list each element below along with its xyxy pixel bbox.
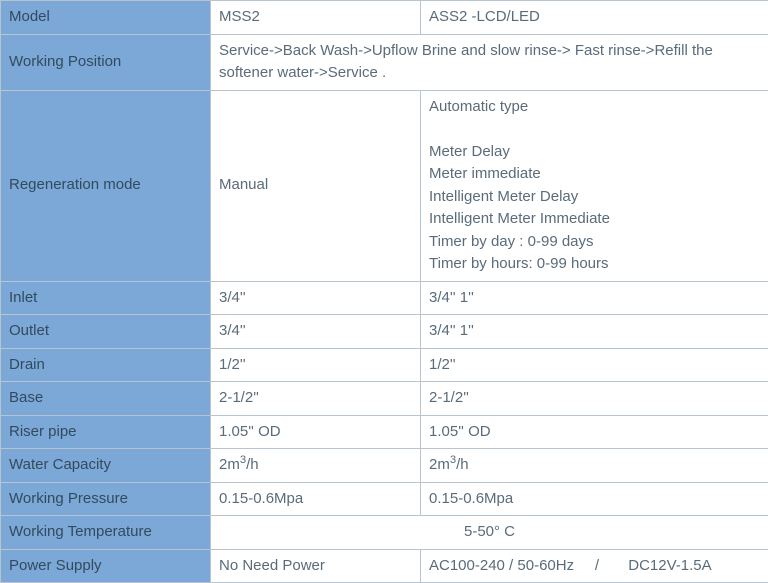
row-label: Base	[1, 382, 211, 416]
cell-temperature: 5-50° C	[211, 516, 768, 550]
cell-model-b: ASS2 -LCD/LED	[421, 1, 768, 35]
table-row: Working Temperature 5-50° C	[1, 516, 768, 550]
cell-working-position: Service->Back Wash->Upflow Brine and slo…	[211, 34, 768, 90]
table-row: Base 2-1/2'' 2-1/2''	[1, 382, 768, 416]
table-row: Working Pressure 0.15-0.6Mpa 0.15-0.6Mpa	[1, 482, 768, 516]
cell-capacity-b: 2m3/h	[421, 449, 768, 483]
cell-inlet-b: 3/4'' 1''	[421, 281, 768, 315]
cell-riser-b: 1.05'' OD	[421, 415, 768, 449]
table-row: Power Supply No Need Power AC100-240 / 5…	[1, 549, 768, 583]
row-label: Outlet	[1, 315, 211, 349]
cell-base-a: 2-1/2''	[211, 382, 421, 416]
cell-outlet-a: 3/4''	[211, 315, 421, 349]
table-row: Regeneration mode Manual Automatic type …	[1, 90, 768, 281]
cell-model-a: MSS2	[211, 1, 421, 35]
table-row: Water Capacity 2m3/h 2m3/h	[1, 449, 768, 483]
cell-riser-a: 1.05'' OD	[211, 415, 421, 449]
specifications-table: Model MSS2 ASS2 -LCD/LED Working Positio…	[0, 0, 768, 583]
row-label: Working Position	[1, 34, 211, 90]
cell-base-b: 2-1/2''	[421, 382, 768, 416]
cell-regen-a: Manual	[211, 90, 421, 281]
table-row: Outlet 3/4'' 3/4'' 1''	[1, 315, 768, 349]
table-row: Working Position Service->Back Wash->Upf…	[1, 34, 768, 90]
cell-power-a: No Need Power	[211, 549, 421, 583]
row-label: Power Supply	[1, 549, 211, 583]
cell-inlet-a: 3/4''	[211, 281, 421, 315]
table-row: Drain 1/2'' 1/2''	[1, 348, 768, 382]
cell-regen-b: Automatic type Meter DelayMeter immediat…	[421, 90, 768, 281]
cell-outlet-b: 3/4'' 1''	[421, 315, 768, 349]
row-label: Riser pipe	[1, 415, 211, 449]
table-row: Riser pipe 1.05'' OD 1.05'' OD	[1, 415, 768, 449]
cell-capacity-a: 2m3/h	[211, 449, 421, 483]
row-label: Model	[1, 1, 211, 35]
row-label: Water Capacity	[1, 449, 211, 483]
cell-pressure-b: 0.15-0.6Mpa	[421, 482, 768, 516]
table-row: Model MSS2 ASS2 -LCD/LED	[1, 1, 768, 35]
row-label: Working Temperature	[1, 516, 211, 550]
cell-drain-b: 1/2''	[421, 348, 768, 382]
row-label: Working Pressure	[1, 482, 211, 516]
table-row: Inlet 3/4'' 3/4'' 1''	[1, 281, 768, 315]
row-label: Drain	[1, 348, 211, 382]
cell-power-b: AC100-240 / 50-60Hz / DC12V-1.5A	[421, 549, 768, 583]
row-label: Regeneration mode	[1, 90, 211, 281]
cell-drain-a: 1/2''	[211, 348, 421, 382]
row-label: Inlet	[1, 281, 211, 315]
cell-pressure-a: 0.15-0.6Mpa	[211, 482, 421, 516]
